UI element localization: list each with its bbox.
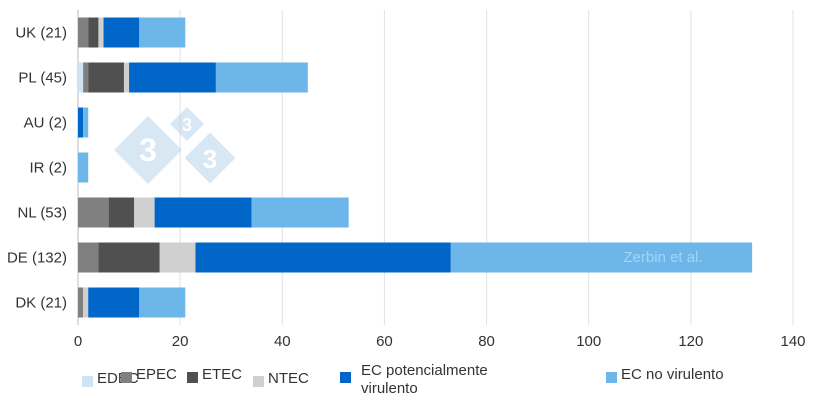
bar-segment-ec-no-virulento xyxy=(83,107,89,138)
legend-swatch xyxy=(606,372,617,383)
bar-segment-etec xyxy=(88,62,124,93)
svg-text:3: 3 xyxy=(139,132,157,168)
bar-segment-ec-potencialmente-virulento xyxy=(154,197,252,228)
gridlines xyxy=(77,10,794,325)
bar-segment-epec xyxy=(78,287,84,318)
y-category-label: UK (21) xyxy=(15,25,67,42)
legend-swatch xyxy=(253,376,264,387)
legend-item: NTEC xyxy=(253,370,309,387)
legend-swatch xyxy=(187,372,198,383)
bars xyxy=(78,17,753,318)
bar-segment-etec xyxy=(98,242,160,273)
legend-label: EPEC xyxy=(136,366,177,383)
stacked-bar-chart: 3 3 3 UK (21) PL (45) AU (2) IR (2) NL (53) D… xyxy=(7,10,806,350)
bar-segment-ntec xyxy=(98,17,104,48)
bar-segment-etec xyxy=(88,17,99,48)
bar-segment-ec-potencialmente-virulento xyxy=(78,107,84,138)
legend-label: EC no virulento xyxy=(621,366,724,383)
x-tick-label: 120 xyxy=(678,333,703,350)
legend-label: NTEC xyxy=(268,370,309,387)
bar-segment-ec-no-virulento xyxy=(139,287,186,318)
y-category-label: DE (132) xyxy=(7,250,67,267)
bar-segment-epec xyxy=(78,242,99,273)
bar-segment-ec-no-virulento xyxy=(251,197,349,228)
legend-item: ETEC xyxy=(187,366,242,383)
x-tick-label: 80 xyxy=(478,333,495,350)
legend-swatch xyxy=(340,372,351,383)
legend-swatch xyxy=(82,376,93,387)
bar-segment-ec-no-virulento xyxy=(139,17,186,48)
y-category-label: PL (45) xyxy=(18,70,67,87)
svg-text:3: 3 xyxy=(203,144,217,174)
y-category-label: AU (2) xyxy=(24,115,67,132)
x-tick-label: 40 xyxy=(274,333,291,350)
legend-label: ETEC xyxy=(202,366,243,383)
x-tick-label: 60 xyxy=(376,333,393,350)
y-axis-labels: UK (21) PL (45) AU (2) IR (2) NL (53) DE (132… xyxy=(7,25,67,312)
bar-segment-epec xyxy=(83,62,89,93)
y-category-label: IR (2) xyxy=(30,160,68,177)
watermark-logo: 3 3 3 xyxy=(114,107,236,184)
svg-text:3: 3 xyxy=(182,115,192,135)
y-category-label: NL (53) xyxy=(18,205,67,222)
x-tick-label: 100 xyxy=(576,333,601,350)
bar-segment-ntec xyxy=(123,62,130,93)
bar-segment-ntec xyxy=(159,242,196,273)
x-tick-label: 0 xyxy=(74,333,82,350)
bar-segment-ntec xyxy=(134,197,155,228)
legend: EDEC EPEC ETEC NTEC EC potencialmente virule… xyxy=(0,362,820,402)
bar-segment-edec xyxy=(78,62,84,93)
bar-segment-epec xyxy=(78,197,109,228)
bar-segment-ec-no-virulento xyxy=(450,242,753,273)
bar-segment-epec xyxy=(78,17,89,48)
bar-segment-ec-potencialmente-virulento xyxy=(129,62,216,93)
bar-segment-ec-potencialmente-virulento xyxy=(195,242,451,273)
bar-segment-ec-potencialmente-virulento xyxy=(88,287,140,318)
x-axis-labels: 0 20 40 60 80 100 120 140 xyxy=(74,333,806,350)
bar-segment-ec-no-virulento xyxy=(78,152,89,183)
bar-segment-ntec xyxy=(83,287,89,318)
legend-item: EC no virulento xyxy=(606,366,724,383)
source-annotation: Zerbin et al. xyxy=(623,249,702,266)
y-category-label: DK (21) xyxy=(15,295,67,312)
legend-item: EC potencialmente virulento xyxy=(340,362,496,398)
legend-label: EC potencialmente virulento xyxy=(361,362,488,397)
bar-segment-ec-potencialmente-virulento xyxy=(103,17,140,48)
bar-segment-ec-no-virulento xyxy=(215,62,308,93)
bar-segment-etec xyxy=(108,197,135,228)
legend-item: EPEC xyxy=(121,366,177,383)
legend-swatch xyxy=(121,372,132,383)
x-tick-label: 20 xyxy=(172,333,189,350)
x-tick-label: 140 xyxy=(780,333,805,350)
